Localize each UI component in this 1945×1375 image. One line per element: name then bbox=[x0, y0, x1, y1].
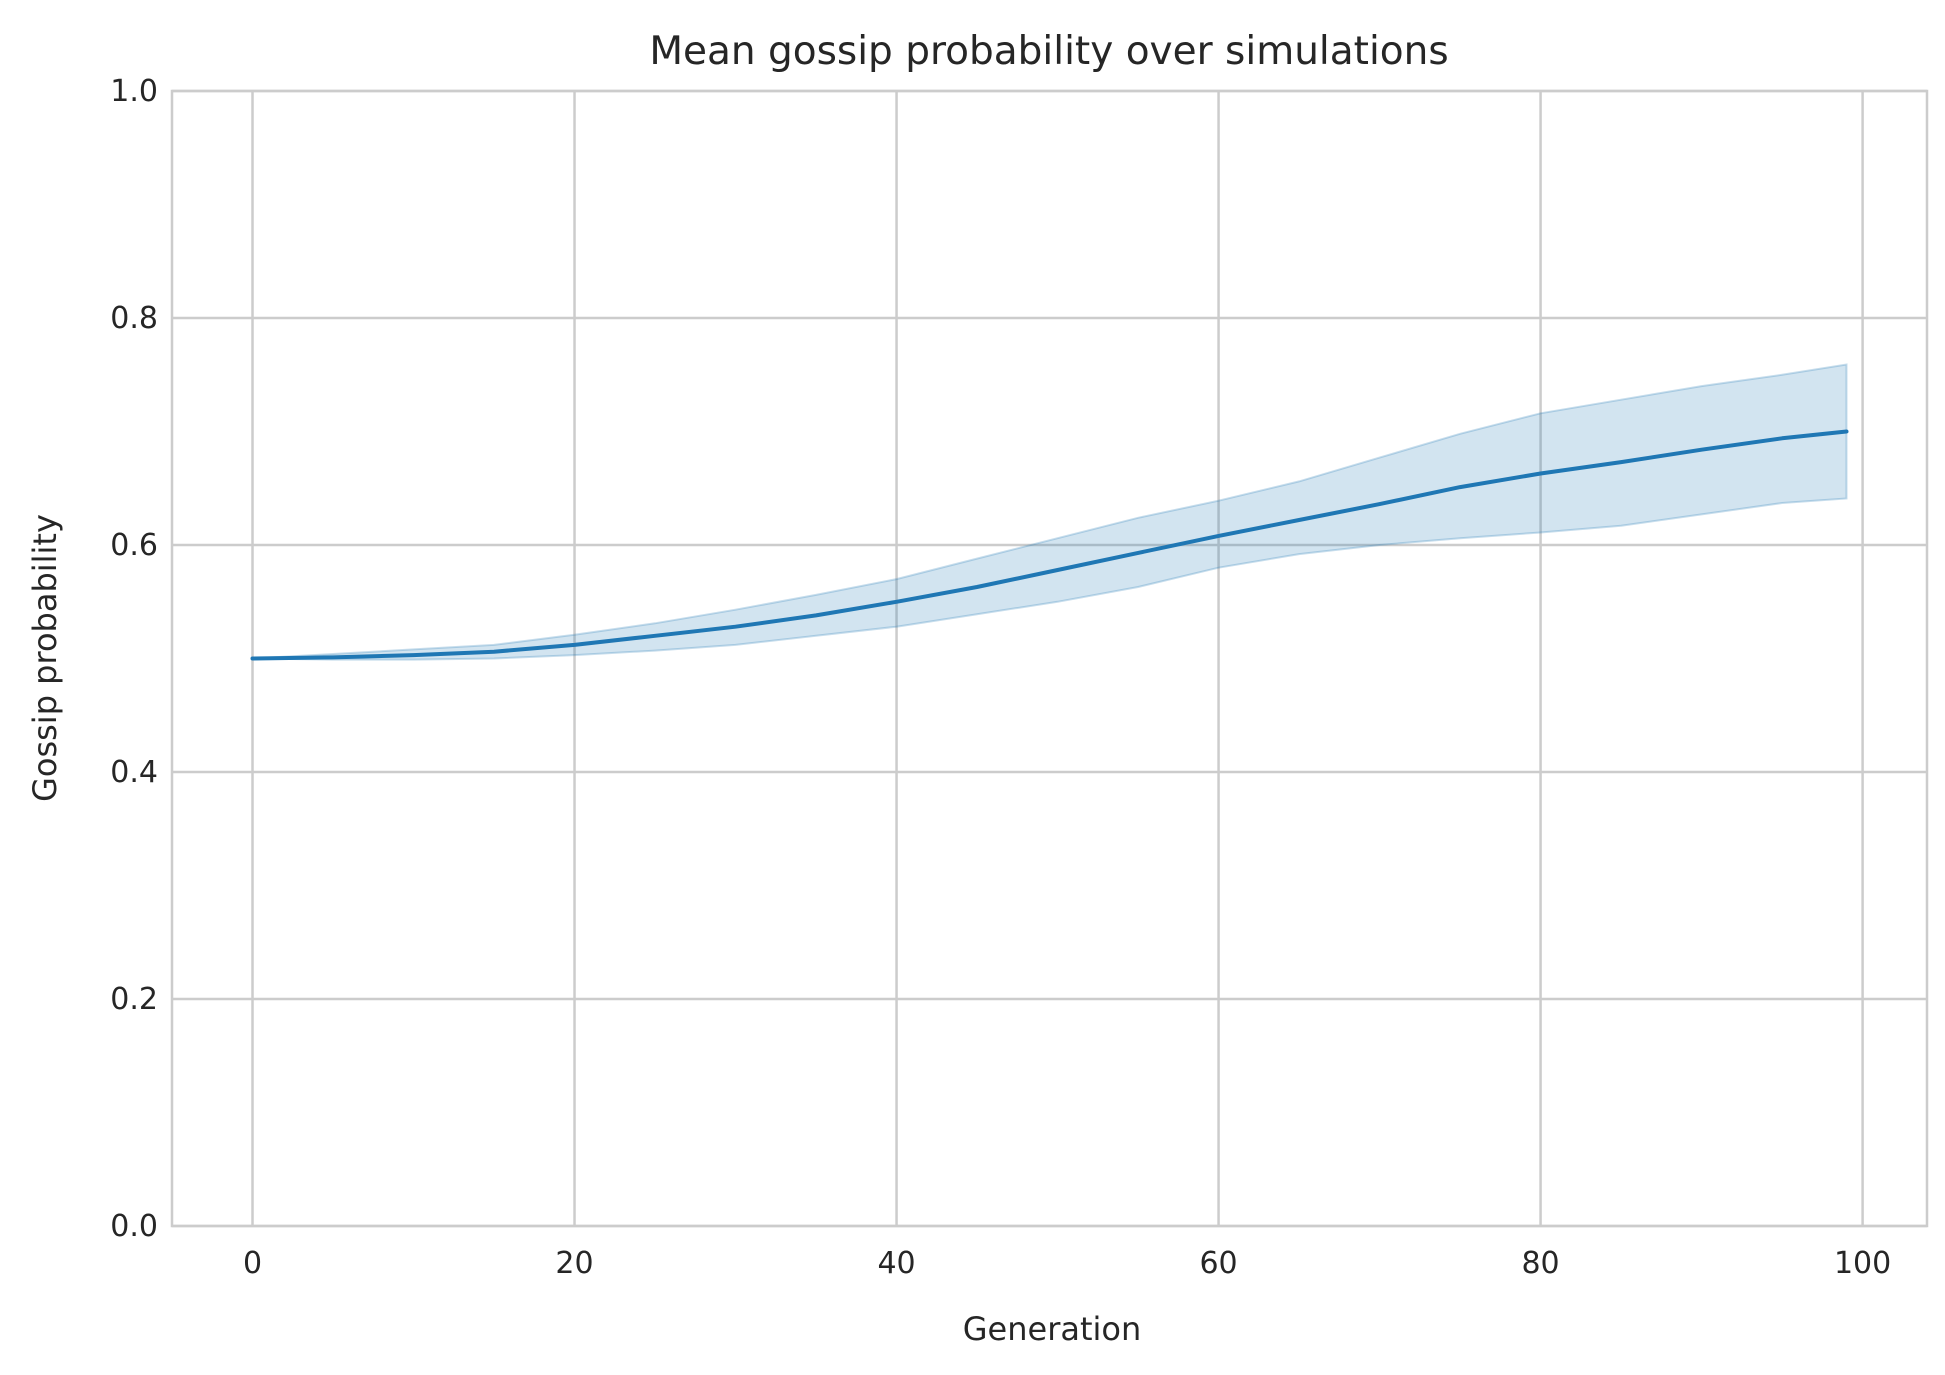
y-tick-label: 0.2 bbox=[110, 982, 158, 1017]
x-tick-label: 20 bbox=[555, 1246, 593, 1281]
x-tick-label: 100 bbox=[1834, 1246, 1891, 1281]
y-tick-label: 0.4 bbox=[110, 755, 158, 790]
x-tick-label: 80 bbox=[1521, 1246, 1559, 1281]
chart-title: Mean gossip probability over simulations bbox=[649, 29, 1448, 74]
y-tick-label: 0.6 bbox=[110, 528, 158, 563]
x-tick-labels: 0 20 40 60 80 100 bbox=[243, 1246, 1891, 1281]
x-tick-label: 60 bbox=[1199, 1246, 1237, 1281]
plot-background bbox=[172, 91, 1927, 1226]
y-axis-label: Gossip probability bbox=[26, 514, 64, 802]
y-tick-label: 0.0 bbox=[110, 1209, 158, 1244]
y-tick-labels: 0.0 0.2 0.4 0.6 0.8 1.0 bbox=[110, 74, 158, 1244]
x-tick-label: 40 bbox=[877, 1246, 915, 1281]
x-tick-label: 0 bbox=[243, 1246, 262, 1281]
plot-frame bbox=[170, 89, 1929, 1228]
x-axis-label: Generation bbox=[963, 1310, 1142, 1348]
y-tick-label: 0.8 bbox=[110, 301, 158, 336]
y-tick-label: 1.0 bbox=[110, 74, 158, 109]
x-gridlines bbox=[251, 91, 1864, 1226]
mean-line bbox=[250, 429, 1849, 661]
